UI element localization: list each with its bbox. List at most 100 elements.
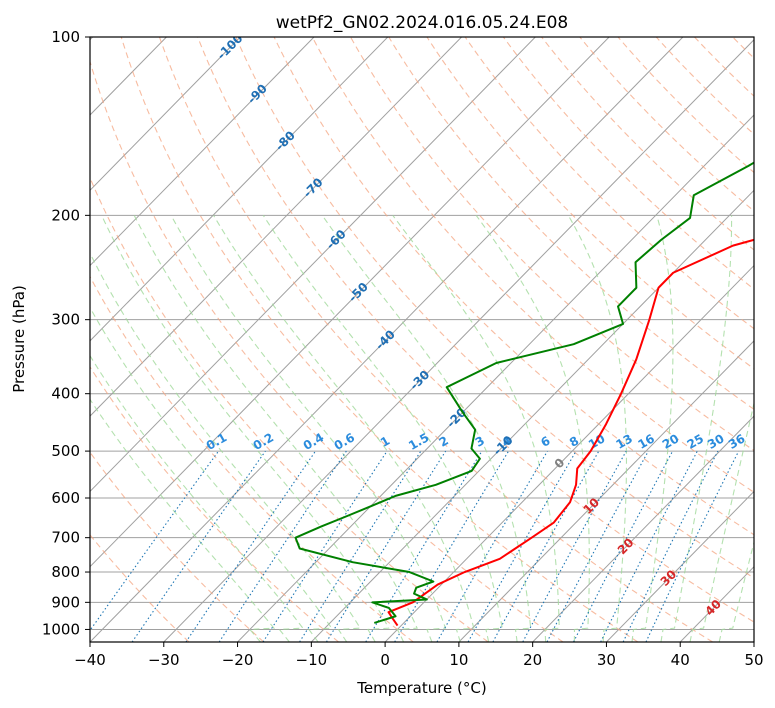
mixing-ratio-line — [90, 450, 219, 632]
x-tick-label: −10 — [296, 651, 328, 669]
dry-adiabat-line — [235, 37, 754, 579]
x-tick-label: 40 — [671, 651, 690, 669]
mixing-ratio-line — [645, 450, 740, 642]
isotherm-line — [384, 264, 754, 642]
mixing-ratio-line — [522, 450, 627, 642]
dry-adiabat-line — [90, 275, 414, 642]
x-tick-label: 10 — [449, 651, 468, 669]
isotherm-line — [90, 37, 684, 642]
dry-adiabat-line — [426, 37, 754, 370]
y-tick-label: 200 — [51, 206, 80, 224]
y-tick-label: 400 — [51, 385, 80, 403]
y-tick-label: 500 — [51, 442, 80, 460]
moist-adiabat-line — [90, 354, 304, 642]
isotherm-line — [606, 490, 754, 642]
y-tick-label: 300 — [51, 311, 80, 329]
mixing-ratio-label: 1.5 — [406, 430, 431, 453]
x-axis-title: Temperature (°C) — [356, 679, 486, 697]
mixing-ratio-label: 6 — [538, 433, 552, 449]
plot-frame — [89, 36, 755, 643]
isotherm-line — [90, 37, 536, 493]
x-tick-label: 30 — [597, 651, 616, 669]
y-tick-label: 1000 — [42, 620, 80, 638]
isotherm-line — [90, 37, 315, 267]
chart-title: wetPf2_GN02.2024.016.05.24.E08 — [276, 13, 568, 33]
isotherm-line — [532, 415, 754, 642]
mixing-ratio-label: 1 — [378, 433, 392, 449]
x-tick-label: 0 — [380, 651, 390, 669]
dry-adiabat-line — [90, 59, 564, 642]
y-tick-label: 100 — [51, 28, 80, 46]
x-tick-label: 50 — [744, 651, 763, 669]
dry-adiabat-line — [694, 37, 754, 97]
moist-adiabat-line — [689, 400, 754, 642]
moist-adiabat-line — [262, 215, 503, 642]
mixing-ratio-line — [622, 450, 719, 642]
moist-adiabat-line — [213, 215, 475, 642]
moist-adiabat-line — [90, 251, 362, 642]
isotherm-line — [753, 641, 754, 642]
dry-adiabat-line — [90, 534, 190, 642]
dry-adiabat-line — [388, 37, 754, 411]
x-tick-label: 20 — [523, 651, 542, 669]
dry-adiabat-line — [617, 37, 754, 174]
moist-adiabat-line — [567, 215, 628, 642]
plot-area: 0.1 0.2 0.4 0.6 1 1.5 2 3 4 6 8 10 13 16 20 25 30 36-100-… — [90, 31, 775, 642]
dry-adiabat-line — [90, 451, 265, 642]
dry-adiabat-line — [350, 37, 754, 452]
moist-adiabat-line — [90, 398, 276, 642]
isotherm-line — [310, 189, 754, 642]
dry-adiabat-line — [502, 37, 754, 290]
dry-adiabat-line — [273, 37, 754, 536]
x-tick-label: −30 — [148, 651, 180, 669]
mixing-ratio-line — [394, 450, 510, 642]
mixing-ratio-line — [218, 450, 347, 642]
mixing-ratio-label: 16 — [636, 431, 657, 451]
y-tick-label: 700 — [51, 529, 80, 547]
mixing-ratio-label: 0.6 — [332, 430, 357, 453]
mixing-ratio-line — [467, 450, 577, 642]
dry-adiabat-line — [158, 37, 713, 642]
isotherm-line — [237, 114, 754, 642]
moist-adiabat-line — [133, 215, 418, 642]
mixing-ratio-line — [436, 450, 548, 642]
mixing-ratio-line — [185, 450, 316, 642]
moist-adiabat-line — [321, 215, 532, 642]
moist-adiabat-line — [631, 215, 674, 642]
isotherm-line — [90, 37, 389, 342]
dry-adiabat-line — [120, 37, 639, 642]
y-axis-title: Pressure (hPa) — [10, 285, 28, 393]
dry-adiabat-line — [311, 37, 754, 493]
mixing-ratio-line — [262, 450, 388, 642]
x-tick-label: −20 — [222, 651, 254, 669]
dry-adiabat-line — [771, 37, 775, 642]
mixing-ratio-label: 2 — [437, 433, 451, 449]
moist-adiabat-line — [170, 215, 447, 642]
isotherm-line — [90, 37, 610, 568]
dry-adiabat-line — [579, 37, 754, 212]
moist-adiabat-line — [475, 215, 590, 642]
moist-adiabat-line — [392, 215, 560, 642]
temperature-profile-line — [387, 238, 754, 627]
isotherm-line — [458, 340, 754, 642]
moist-adiabat-line — [101, 215, 390, 642]
y-tick-label: 900 — [51, 593, 80, 611]
isotherm-line — [679, 566, 754, 642]
mixing-ratio-label: 36 — [726, 431, 747, 451]
mixing-ratio-line — [131, 450, 266, 642]
dry-adiabat-line — [464, 37, 754, 330]
isotherm-line — [90, 37, 241, 192]
moist-adiabat-line — [718, 540, 754, 642]
mixing-ratio-line — [299, 450, 422, 642]
dry-adiabat-label: -100 — [214, 31, 245, 62]
mixing-ratio-label: 30 — [705, 431, 726, 451]
moist-adiabat-line — [90, 306, 333, 642]
mixing-ratio-line — [365, 450, 483, 642]
isotherm-line — [163, 39, 754, 642]
mixing-ratio-label: 13 — [613, 431, 634, 451]
dry-adiabat-line — [90, 176, 489, 642]
y-tick-label: 600 — [51, 489, 80, 507]
mixing-ratio-label: 20 — [660, 431, 681, 451]
